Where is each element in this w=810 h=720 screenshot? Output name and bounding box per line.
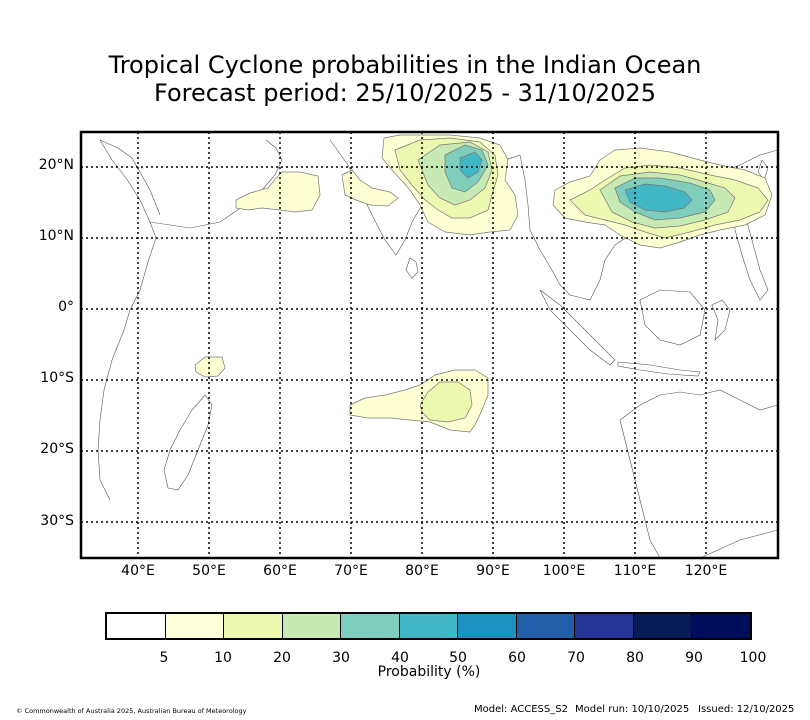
colorbar-swatch-2 xyxy=(224,614,283,638)
lon-label-50e: 50°E xyxy=(192,563,226,579)
madagascar-east-region xyxy=(194,356,226,378)
colorbar-label: Probability (%) xyxy=(377,664,481,680)
colorbar-tick-90: 90 xyxy=(685,650,703,666)
colorbar-swatch-6 xyxy=(458,614,517,638)
colorbar-tick-5: 5 xyxy=(159,650,169,666)
madagascar-coastline xyxy=(163,394,213,491)
lon-label-80e: 80°E xyxy=(405,563,439,579)
philippines-coastline xyxy=(734,199,769,301)
colorbar-swatch-10 xyxy=(692,614,751,638)
lat-label-30s: 30°S xyxy=(40,513,74,529)
arabia-coastline xyxy=(149,139,283,229)
lat-label-20s: 20°S xyxy=(40,441,74,457)
model-run-date: Model run: 10/10/2025 xyxy=(575,704,690,715)
south-china-sea-region xyxy=(624,183,693,213)
colorbar-tick-10: 10 xyxy=(214,650,232,666)
lat-label-10s: 10°S xyxy=(40,370,74,386)
sulawesi-coastline xyxy=(711,299,731,341)
colorbar-swatch-7 xyxy=(516,614,576,638)
bay-of-bengal-40 xyxy=(459,151,483,179)
lon-label-110e: 110°E xyxy=(613,563,657,579)
copyright-text: © Commonwealth of Australia 2025, Austra… xyxy=(16,707,247,715)
colorbar-swatch-1 xyxy=(165,614,225,638)
colorbar-swatch-3 xyxy=(282,614,342,638)
issued-date: Issued: 12/10/2025 xyxy=(698,704,795,715)
colorbar-tick-70: 70 xyxy=(567,650,585,666)
lat-label-0: 0° xyxy=(58,299,74,315)
colorbar-tick-100: 100 xyxy=(739,650,767,666)
lon-label-60e: 60°E xyxy=(263,563,297,579)
lat-label-10n: 10°N xyxy=(38,228,74,244)
probability-contours xyxy=(194,134,773,433)
red-sea-coastline xyxy=(99,139,161,216)
colorbar-tick-80: 80 xyxy=(626,650,644,666)
sumatra-coastline xyxy=(539,289,616,366)
borneo-coastline xyxy=(639,289,706,346)
arabian-sea-region-2 xyxy=(341,169,399,207)
map-frame xyxy=(79,130,780,560)
lon-label-70e: 70°E xyxy=(334,563,368,579)
colorbar-tick-20: 20 xyxy=(273,650,291,666)
colorbar-tick-60: 60 xyxy=(508,650,526,666)
java-coastline xyxy=(617,361,701,377)
arabian-sea-region xyxy=(235,171,321,213)
lon-label-40e: 40°E xyxy=(121,563,155,579)
colorbar-swatch-4 xyxy=(341,614,400,638)
lat-label-20n: 20°N xyxy=(38,157,74,173)
colorbar-swatch-5 xyxy=(399,614,459,638)
colorbar-swatch-0 xyxy=(107,614,166,638)
colorbar-tick-30: 30 xyxy=(332,650,350,666)
colorbar-swatch-8 xyxy=(575,614,634,638)
colorbar-swatch-9 xyxy=(633,614,693,638)
probability-colorbar xyxy=(105,612,752,640)
south-indian-ocean-region xyxy=(419,381,473,423)
chart-title-line1: Tropical Cyclone probabilities in the In… xyxy=(108,51,702,79)
lon-label-120e: 120°E xyxy=(684,563,728,579)
sri-lanka-coastline xyxy=(405,257,419,279)
lon-label-90e: 90°E xyxy=(476,563,510,579)
colorbar-tick-40: 40 xyxy=(391,650,409,666)
colorbar-tick-50: 50 xyxy=(449,650,467,666)
lon-label-100e: 100°E xyxy=(542,563,586,579)
model-name: Model: ACCESS_S2 xyxy=(474,704,568,715)
chart-title-line2: Forecast period: 25/10/2025 - 31/10/2025 xyxy=(154,79,656,107)
africa-coastline xyxy=(97,139,157,501)
map-gridlines xyxy=(81,132,778,558)
australia-coastline xyxy=(619,389,778,558)
